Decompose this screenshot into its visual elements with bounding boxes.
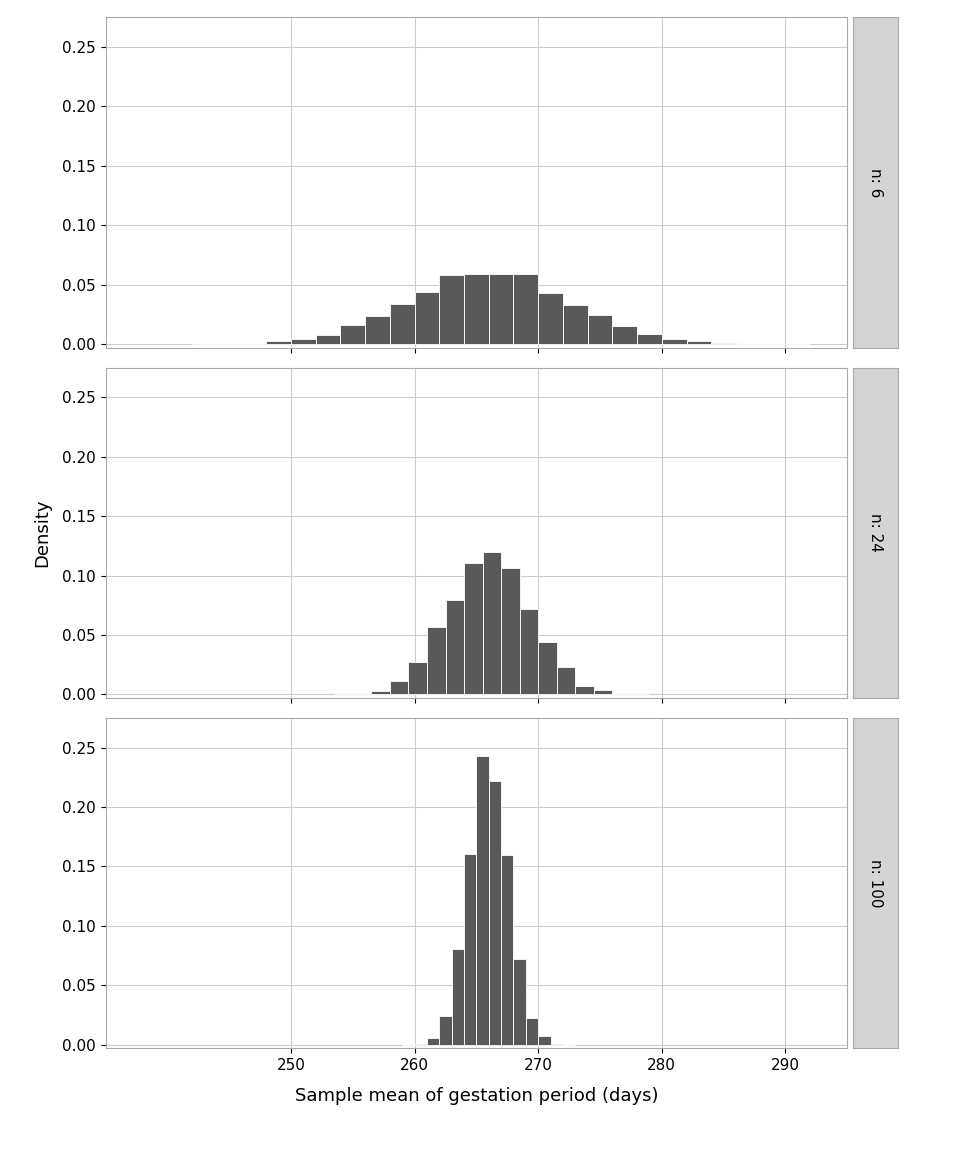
Bar	[408, 662, 427, 695]
Text: n: 100: n: 100	[868, 859, 883, 908]
Bar	[316, 335, 341, 344]
Bar	[341, 325, 365, 344]
Bar	[539, 1036, 551, 1045]
Bar	[539, 293, 563, 344]
Bar	[483, 552, 501, 695]
Bar	[440, 1016, 452, 1045]
Bar	[390, 681, 408, 695]
Bar	[489, 781, 501, 1045]
Bar	[427, 627, 445, 695]
Bar	[291, 339, 316, 344]
Bar	[501, 568, 519, 695]
Bar	[464, 274, 489, 344]
Bar	[575, 685, 594, 695]
Bar	[526, 1018, 539, 1045]
X-axis label: Sample mean of gestation period (days): Sample mean of gestation period (days)	[295, 1087, 659, 1105]
Bar	[588, 314, 612, 344]
Text: n: 24: n: 24	[868, 514, 883, 552]
Bar	[519, 609, 539, 695]
Bar	[464, 854, 476, 1045]
Bar	[514, 274, 539, 344]
Bar	[489, 274, 514, 344]
Bar	[557, 667, 575, 695]
Bar	[415, 293, 440, 344]
Bar	[440, 275, 464, 344]
Y-axis label: Density: Density	[33, 499, 51, 567]
Bar	[464, 562, 483, 695]
Bar	[445, 600, 464, 695]
Bar	[612, 326, 637, 344]
Bar	[415, 1044, 427, 1045]
Bar	[365, 316, 390, 344]
Bar	[501, 855, 514, 1045]
Bar	[637, 334, 661, 344]
Bar	[372, 691, 390, 695]
Bar	[686, 341, 711, 344]
Bar	[476, 756, 489, 1045]
Bar	[390, 304, 415, 344]
Bar	[266, 341, 291, 344]
Bar	[427, 1038, 440, 1045]
Bar	[594, 690, 612, 695]
Text: n: 6: n: 6	[868, 168, 883, 197]
Bar	[563, 305, 588, 344]
Bar	[452, 949, 464, 1045]
Bar	[514, 958, 526, 1045]
Bar	[661, 340, 686, 344]
Bar	[539, 643, 557, 695]
